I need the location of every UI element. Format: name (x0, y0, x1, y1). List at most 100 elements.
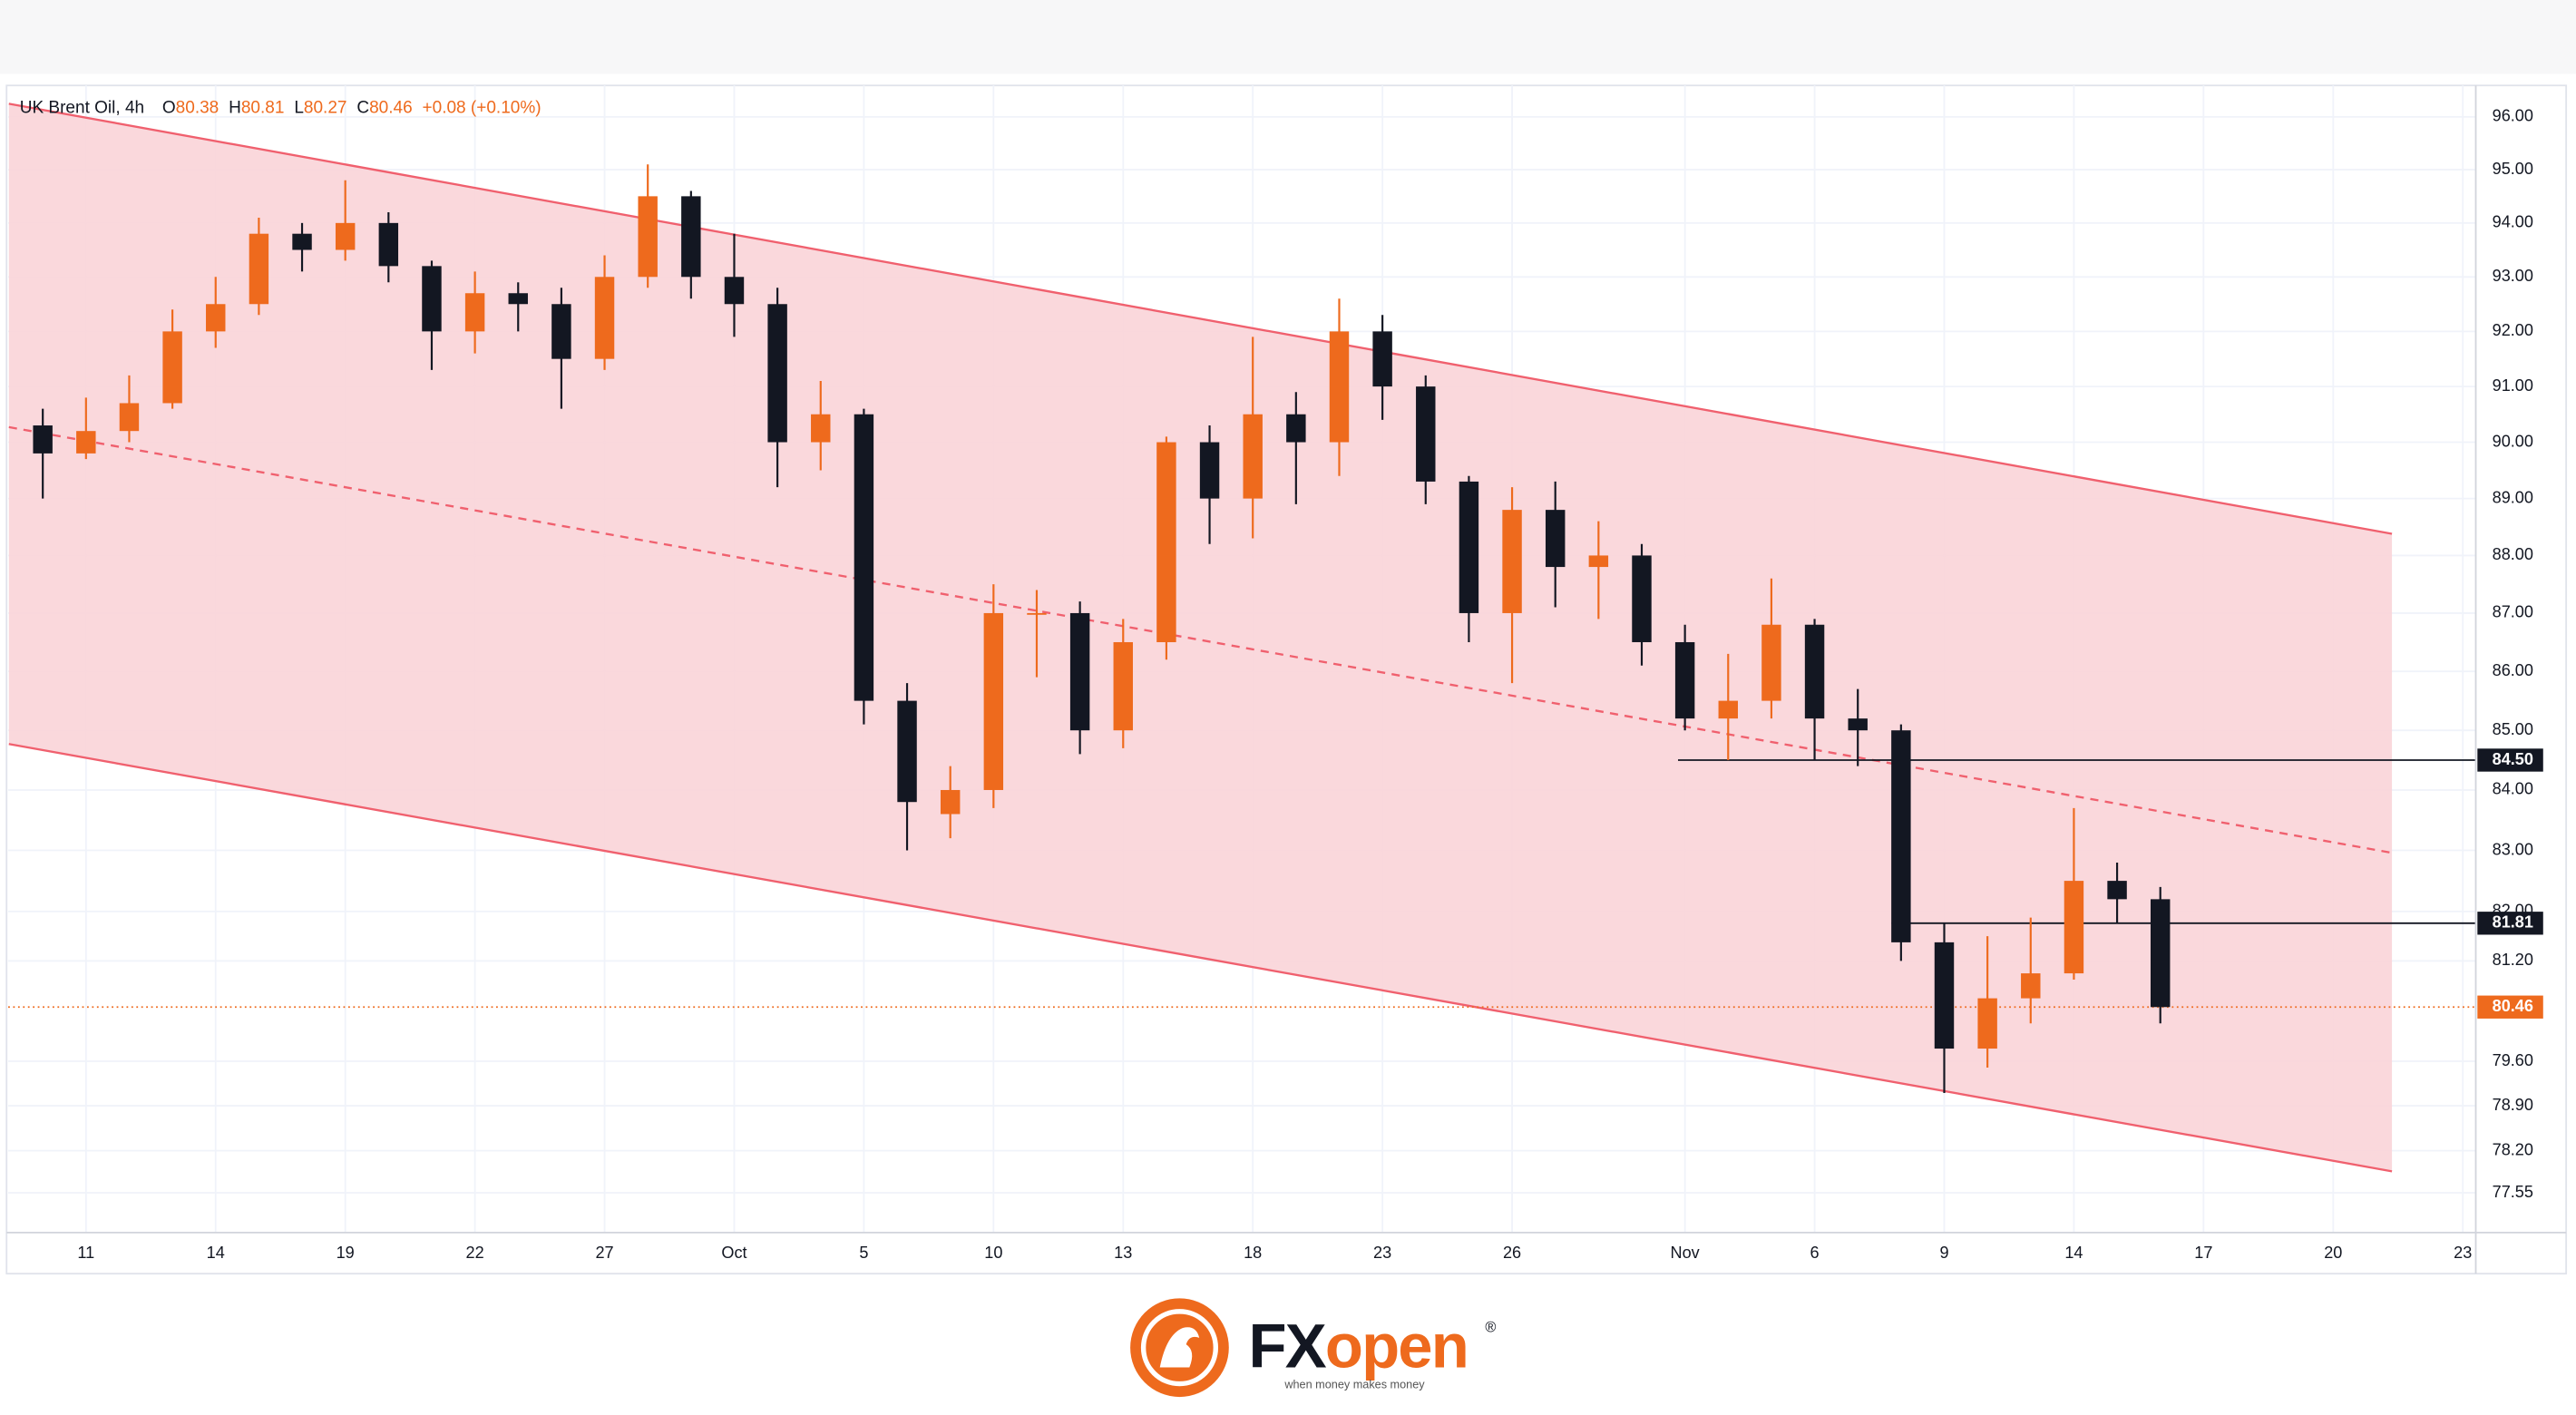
candle-body (767, 304, 787, 443)
x-tick-label: 14 (2064, 1244, 2083, 1262)
candle-body (292, 233, 312, 250)
candle-body (335, 222, 356, 250)
candle-body (378, 222, 399, 267)
y-tick-label: 89.00 (2493, 488, 2533, 506)
candle-body (1891, 730, 1911, 942)
candle-body (1286, 414, 1306, 443)
candle-body (724, 277, 745, 305)
last-price-label: 80.46 (2493, 997, 2533, 1015)
y-tick-label: 79.60 (2493, 1051, 2533, 1069)
y-tick-label: 88.00 (2493, 545, 2533, 563)
x-tick-label: 19 (337, 1244, 355, 1262)
logo-open: open (1325, 1312, 1468, 1381)
x-tick-label: Oct (721, 1244, 746, 1262)
candle-body (33, 425, 53, 454)
candle-body (940, 789, 961, 815)
y-tick-label: 85.00 (2493, 720, 2533, 738)
level-label: 81.81 (2493, 913, 2533, 932)
header-key: H (229, 99, 241, 118)
candle-body (1329, 331, 1350, 443)
y-tick-label: 81.20 (2493, 951, 2533, 969)
level-box (2477, 748, 2543, 772)
candle-body (811, 414, 831, 443)
y-tick-label: 91.00 (2493, 376, 2533, 395)
candle-body (2064, 881, 2084, 974)
channel (8, 102, 2393, 1173)
header-key: L (294, 99, 304, 118)
candle-body (1761, 624, 1781, 701)
x-tick-label: 18 (1244, 1244, 1262, 1262)
logo-registered: ® (1485, 1319, 1496, 1335)
header-values: O80.38 H80.81 L80.27 C80.46 +0.08 (+0.10%) (162, 99, 542, 118)
candle-body (1588, 555, 1609, 568)
x-tick-label: 23 (1373, 1244, 1391, 1262)
y-tick-label: 90.00 (2493, 432, 2533, 450)
x-tick-label: 20 (2324, 1244, 2342, 1262)
candle-body (1416, 386, 1436, 482)
y-tick-label: 86.00 (2493, 661, 2533, 679)
candle-body (2021, 973, 2041, 999)
x-tick-label: 5 (859, 1244, 868, 1262)
x-tick-label: 9 (1939, 1244, 1948, 1262)
candle-body (551, 304, 571, 359)
candle-body (464, 293, 485, 332)
channel-fill (8, 103, 2393, 1172)
x-tick-label: 13 (1114, 1244, 1132, 1262)
candle-body (854, 414, 874, 701)
candles (33, 164, 2171, 1094)
candle-body (1545, 510, 1566, 568)
x-tick-label: 17 (2194, 1244, 2212, 1262)
header-key: C (356, 99, 369, 118)
y-tick-label: 83.00 (2493, 840, 2533, 858)
x-tick-label: 26 (1503, 1244, 1521, 1262)
logo-fx: FX (1249, 1312, 1327, 1381)
candle-body (1372, 331, 1392, 387)
channel-upper (8, 102, 2393, 535)
x-tick-label: 27 (595, 1244, 613, 1262)
header-value: 80.38 (176, 99, 220, 118)
x-tick-label: 23 (2454, 1244, 2472, 1262)
header-key: O (162, 99, 176, 118)
logo-bull (1159, 1327, 1200, 1368)
candle-body (1934, 942, 1955, 1049)
y-tick-label: 84.00 (2493, 780, 2533, 798)
candle-body (508, 293, 528, 305)
y-tick-label: 87.00 (2493, 603, 2533, 621)
candle-body (638, 196, 658, 278)
header-value: 80.27 (304, 99, 347, 118)
y-tick-label: 78.90 (2493, 1096, 2533, 1114)
candle-body (1804, 624, 1825, 719)
candle-body (1632, 555, 1652, 642)
candle-body (1156, 442, 1176, 642)
candle-body (1199, 442, 1220, 499)
header-value: 80.81 (241, 99, 285, 118)
levels (8, 759, 2476, 1009)
candle-body (1848, 718, 1868, 731)
x-tick-label: 22 (466, 1244, 484, 1262)
top-band (0, 0, 2576, 74)
y-tick-label: 96.00 (2493, 107, 2533, 125)
candle-body (681, 196, 701, 278)
header: UK Brent Oil, 4h O80.38 H80.81 L80.27 C80.4… (20, 99, 542, 118)
x-tick-label: 6 (1810, 1244, 1820, 1262)
candle-body (1502, 510, 1522, 613)
x-tick-label: Nov (1671, 1244, 1700, 1262)
axes: 96.00 95.00 94.00 93.00 92.00 91.00 90.00 89.00… (77, 107, 2533, 1263)
y-tick-label: 77.55 (2493, 1183, 2533, 1201)
last-price-box (2477, 995, 2543, 1019)
channel-mid (8, 425, 2393, 854)
candle-body (162, 331, 182, 404)
candle-body (422, 266, 442, 332)
candle-body (1459, 481, 1479, 613)
candle-body (1674, 641, 1695, 719)
y-tick-label: 93.00 (2493, 267, 2533, 285)
x-tick-label: 10 (984, 1244, 1002, 1262)
price-labels: 84.50 81.81 80.46 (2477, 748, 2543, 1019)
channel-lower (8, 743, 2393, 1173)
y-tick-label: 95.00 (2493, 160, 2533, 178)
candle-body (1069, 612, 1090, 731)
candle-body (2107, 881, 2127, 900)
candle-body (1977, 998, 1997, 1049)
x-tick-label: 11 (77, 1244, 94, 1262)
candle-body (1243, 414, 1263, 499)
